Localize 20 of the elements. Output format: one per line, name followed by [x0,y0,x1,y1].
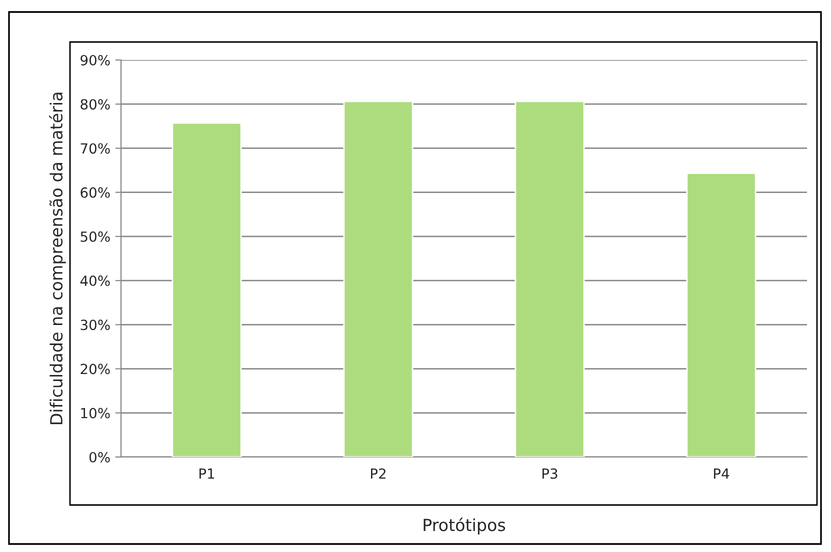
y-tick-label: 80% [80,99,110,110]
x-tick-label: P1 [200,468,214,479]
y-tick-label: 50% [80,231,110,242]
y-axis-title: Dificuldade na compreensão da matéria [49,92,66,424]
x-tick-label: P3 [542,468,558,479]
x-tick-label: P2 [371,468,386,479]
y-tick-label: 10% [81,408,110,418]
y-tick-label: 90% [80,54,110,66]
y-tick-label: 30% [80,320,110,330]
bar [686,172,756,457]
y-tick-label: 60% [80,187,110,198]
y-tick-label: 0% [89,452,110,462]
bar [514,100,585,457]
bar [172,122,242,457]
x-axis-title: Protótipos [424,518,506,534]
bar [343,100,414,457]
y-tick-label: 40% [80,276,110,286]
x-tick-label: P4 [714,468,730,479]
y-tick-label: 70% [80,143,110,154]
y-tick-label: 20% [80,364,110,374]
